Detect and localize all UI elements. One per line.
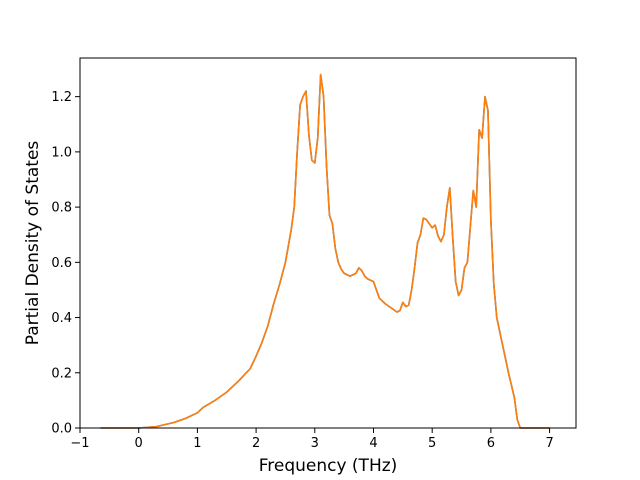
x-tick-label: 0 [135, 436, 143, 451]
y-tick-label: 0.0 [51, 422, 72, 437]
y-tick-label: 0.2 [51, 366, 72, 381]
plot-frame [79, 57, 577, 429]
y-axis-label: Partial Density of States [23, 141, 43, 346]
x-axis: −1 0 1 2 3 4 5 6 7 [70, 428, 554, 451]
x-tick-label: 3 [311, 436, 319, 451]
y-tick-label: 1.2 [51, 90, 72, 105]
x-tick-label: 2 [252, 436, 260, 451]
y-tick-label: 0.6 [51, 256, 72, 271]
plot-area [100, 73, 550, 429]
x-tick-label: 6 [487, 436, 495, 451]
x-tick-label: 1 [193, 436, 201, 451]
x-tick-label: 7 [545, 436, 553, 451]
x-axis-label: Frequency (THz) [259, 456, 398, 476]
y-tick-label: 0.8 [51, 201, 72, 216]
x-tick-label: 5 [428, 436, 436, 451]
x-tick-label: 4 [369, 436, 377, 451]
y-axis: 0.0 0.2 0.4 0.6 0.8 1.0 1.2 [51, 90, 80, 437]
y-tick-label: 0.4 [51, 311, 72, 326]
y-tick-label: 1.0 [51, 145, 72, 160]
x-tick-label: −1 [70, 436, 89, 451]
series-line-2 [100, 73, 550, 429]
